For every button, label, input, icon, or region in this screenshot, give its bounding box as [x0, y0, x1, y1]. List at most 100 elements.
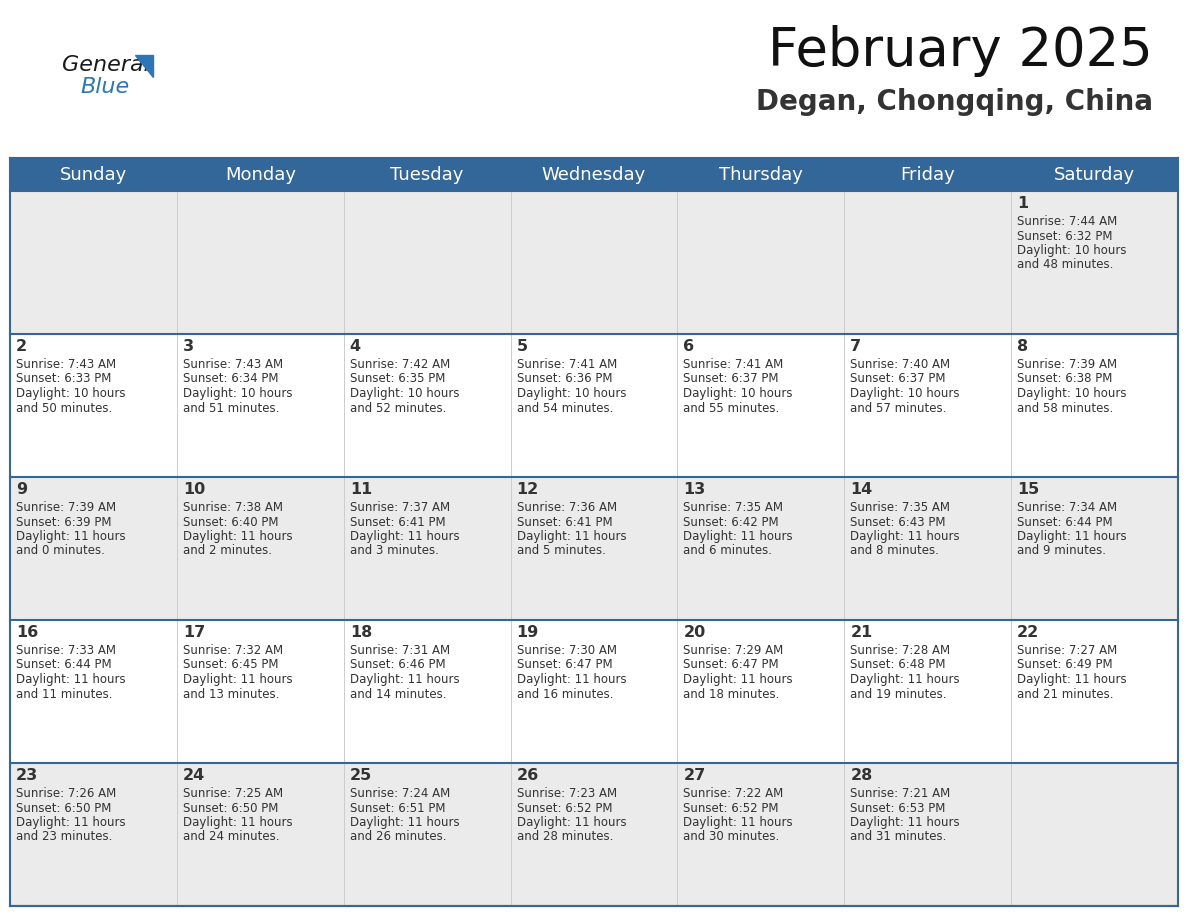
Text: 3: 3 [183, 339, 194, 354]
Text: and 24 minutes.: and 24 minutes. [183, 831, 279, 844]
Text: 10: 10 [183, 482, 206, 497]
Text: and 31 minutes.: and 31 minutes. [851, 831, 947, 844]
Bar [10, 334, 1178, 477]
Text: Sunrise: 7:25 AM: Sunrise: 7:25 AM [183, 787, 283, 800]
Text: Sunset: 6:49 PM: Sunset: 6:49 PM [1017, 658, 1113, 671]
Text: and 9 minutes.: and 9 minutes. [1017, 544, 1106, 557]
Text: Sunrise: 7:39 AM: Sunrise: 7:39 AM [15, 501, 116, 514]
Text: Sunset: 6:53 PM: Sunset: 6:53 PM [851, 801, 946, 814]
Text: and 23 minutes.: and 23 minutes. [15, 831, 113, 844]
Text: Daylight: 11 hours: Daylight: 11 hours [349, 530, 460, 543]
Text: Daylight: 11 hours: Daylight: 11 hours [851, 530, 960, 543]
Text: Sunrise: 7:28 AM: Sunrise: 7:28 AM [851, 644, 950, 657]
Text: Daylight: 11 hours: Daylight: 11 hours [851, 816, 960, 829]
Text: Sunset: 6:40 PM: Sunset: 6:40 PM [183, 516, 278, 529]
Text: Sunrise: 7:35 AM: Sunrise: 7:35 AM [683, 501, 783, 514]
Text: Sunset: 6:50 PM: Sunset: 6:50 PM [183, 801, 278, 814]
Text: Sunrise: 7:32 AM: Sunrise: 7:32 AM [183, 644, 283, 657]
Text: Sunrise: 7:37 AM: Sunrise: 7:37 AM [349, 501, 450, 514]
Text: Sunset: 6:41 PM: Sunset: 6:41 PM [349, 516, 446, 529]
Text: Sunrise: 7:42 AM: Sunrise: 7:42 AM [349, 358, 450, 371]
Text: Daylight: 10 hours: Daylight: 10 hours [517, 387, 626, 400]
Text: Sunset: 6:36 PM: Sunset: 6:36 PM [517, 373, 612, 386]
Text: Sunrise: 7:41 AM: Sunrise: 7:41 AM [517, 358, 617, 371]
Text: and 5 minutes.: and 5 minutes. [517, 544, 606, 557]
Text: 14: 14 [851, 482, 872, 497]
Text: Sunset: 6:37 PM: Sunset: 6:37 PM [683, 373, 779, 386]
Text: and 50 minutes.: and 50 minutes. [15, 401, 112, 415]
Text: 23: 23 [15, 768, 38, 783]
Text: 1: 1 [1017, 196, 1029, 211]
Text: Sunset: 6:41 PM: Sunset: 6:41 PM [517, 516, 612, 529]
Text: Daylight: 11 hours: Daylight: 11 hours [15, 673, 126, 686]
Text: and 6 minutes.: and 6 minutes. [683, 544, 772, 557]
Text: and 21 minutes.: and 21 minutes. [1017, 688, 1113, 700]
Text: Daylight: 10 hours: Daylight: 10 hours [851, 387, 960, 400]
Text: and 51 minutes.: and 51 minutes. [183, 401, 279, 415]
Text: 9: 9 [15, 482, 27, 497]
Polygon shape [135, 55, 153, 77]
Text: Sunset: 6:42 PM: Sunset: 6:42 PM [683, 516, 779, 529]
Text: and 52 minutes.: and 52 minutes. [349, 401, 446, 415]
Text: 22: 22 [1017, 625, 1040, 640]
Text: Daylight: 11 hours: Daylight: 11 hours [349, 816, 460, 829]
Text: 5: 5 [517, 339, 527, 354]
Text: 6: 6 [683, 339, 695, 354]
Text: 17: 17 [183, 625, 206, 640]
Text: Sunset: 6:43 PM: Sunset: 6:43 PM [851, 516, 946, 529]
Text: Daylight: 10 hours: Daylight: 10 hours [1017, 387, 1126, 400]
Text: Sunrise: 7:26 AM: Sunrise: 7:26 AM [15, 787, 116, 800]
Text: Sunset: 6:44 PM: Sunset: 6:44 PM [1017, 516, 1113, 529]
Text: and 19 minutes.: and 19 minutes. [851, 688, 947, 700]
Text: 28: 28 [851, 768, 872, 783]
Text: 4: 4 [349, 339, 361, 354]
Text: Sunday: Sunday [59, 165, 127, 184]
Text: Sunset: 6:32 PM: Sunset: 6:32 PM [1017, 230, 1113, 242]
Text: Daylight: 10 hours: Daylight: 10 hours [683, 387, 792, 400]
Text: 12: 12 [517, 482, 539, 497]
Text: Sunset: 6:44 PM: Sunset: 6:44 PM [15, 658, 112, 671]
Bar [10, 620, 1178, 763]
Text: and 0 minutes.: and 0 minutes. [15, 544, 105, 557]
Text: Sunrise: 7:21 AM: Sunrise: 7:21 AM [851, 787, 950, 800]
Text: Daylight: 11 hours: Daylight: 11 hours [517, 530, 626, 543]
Text: 13: 13 [683, 482, 706, 497]
Text: 21: 21 [851, 625, 872, 640]
Text: Tuesday: Tuesday [391, 165, 463, 184]
Text: 27: 27 [683, 768, 706, 783]
Text: Sunset: 6:33 PM: Sunset: 6:33 PM [15, 373, 112, 386]
Text: Sunrise: 7:44 AM: Sunrise: 7:44 AM [1017, 215, 1118, 228]
Bar [10, 763, 1178, 906]
Text: Saturday: Saturday [1054, 165, 1135, 184]
Text: 24: 24 [183, 768, 206, 783]
Text: Sunset: 6:47 PM: Sunset: 6:47 PM [517, 658, 612, 671]
Text: Sunrise: 7:30 AM: Sunrise: 7:30 AM [517, 644, 617, 657]
Text: Daylight: 11 hours: Daylight: 11 hours [683, 816, 794, 829]
Text: and 3 minutes.: and 3 minutes. [349, 544, 438, 557]
Text: Sunrise: 7:35 AM: Sunrise: 7:35 AM [851, 501, 950, 514]
Text: Sunset: 6:50 PM: Sunset: 6:50 PM [15, 801, 112, 814]
Text: Sunset: 6:37 PM: Sunset: 6:37 PM [851, 373, 946, 386]
Text: Sunrise: 7:40 AM: Sunrise: 7:40 AM [851, 358, 950, 371]
Text: Daylight: 10 hours: Daylight: 10 hours [1017, 244, 1126, 257]
Text: Daylight: 11 hours: Daylight: 11 hours [183, 673, 292, 686]
Text: Daylight: 11 hours: Daylight: 11 hours [851, 673, 960, 686]
Text: Sunset: 6:46 PM: Sunset: 6:46 PM [349, 658, 446, 671]
Text: Sunrise: 7:31 AM: Sunrise: 7:31 AM [349, 644, 450, 657]
Text: Sunset: 6:51 PM: Sunset: 6:51 PM [349, 801, 446, 814]
Text: and 26 minutes.: and 26 minutes. [349, 831, 447, 844]
Text: Daylight: 11 hours: Daylight: 11 hours [349, 673, 460, 686]
Text: Daylight: 11 hours: Daylight: 11 hours [15, 816, 126, 829]
Text: Sunrise: 7:29 AM: Sunrise: 7:29 AM [683, 644, 784, 657]
Text: Sunset: 6:45 PM: Sunset: 6:45 PM [183, 658, 278, 671]
Text: Friday: Friday [901, 165, 955, 184]
Text: Sunrise: 7:34 AM: Sunrise: 7:34 AM [1017, 501, 1117, 514]
Text: and 57 minutes.: and 57 minutes. [851, 401, 947, 415]
Text: Sunrise: 7:22 AM: Sunrise: 7:22 AM [683, 787, 784, 800]
Text: Daylight: 11 hours: Daylight: 11 hours [517, 816, 626, 829]
Bar [10, 191, 1178, 334]
Text: 19: 19 [517, 625, 539, 640]
Text: Daylight: 11 hours: Daylight: 11 hours [1017, 530, 1126, 543]
Text: Blue: Blue [80, 77, 129, 97]
Text: Daylight: 11 hours: Daylight: 11 hours [683, 530, 794, 543]
